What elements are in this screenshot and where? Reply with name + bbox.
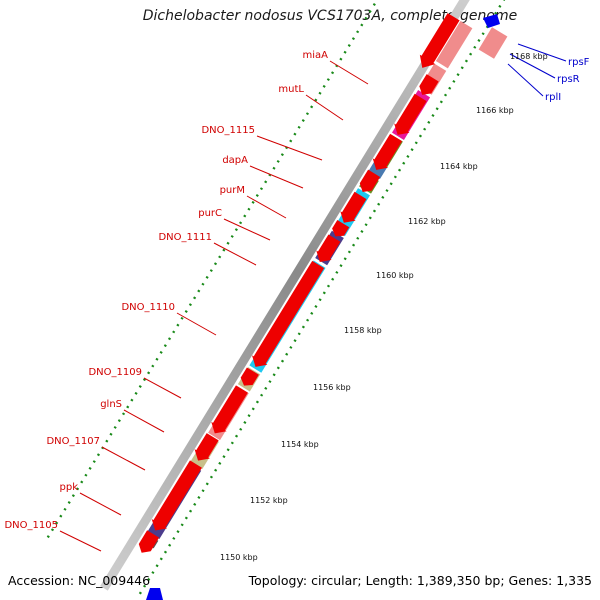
outer-dotted-ruler	[136, 0, 510, 598]
leader-line	[213, 242, 257, 266]
leader-line	[101, 446, 146, 471]
left-leader-lines	[59, 60, 369, 552]
leader-line	[176, 312, 217, 336]
leader-line	[223, 218, 271, 241]
gene-block-rps	[478, 27, 508, 59]
leader-line	[143, 377, 182, 399]
gene-arrow-7	[332, 219, 350, 237]
ruler-tick-label: 1150 kbp	[220, 553, 258, 562]
inner-dotted-ruler	[44, 0, 439, 542]
ruler-tick-label: 1160 kbp	[376, 271, 414, 280]
gene-label-glns: glnS	[100, 399, 122, 410]
gene-arrow-rps	[483, 14, 500, 28]
ruler-tick-labels: 1150 kbp 1152 kbp 1154 kbp 1156 kbp 1158 kbp…	[220, 52, 548, 562]
ruler-tick-label: 1166 kbp	[476, 106, 514, 115]
left-gene-labels: miaA mutL DNO_1115 dapA purM purC DNO_1111 DNO_…	[4, 50, 328, 531]
gene-label-purm: purM	[220, 185, 245, 196]
gene-arrow-4	[372, 133, 403, 170]
leader-line	[246, 195, 287, 219]
top-right-genes	[146, 14, 508, 600]
ruler-tick-label: 1158 kbp	[344, 326, 382, 335]
gene-block-pink-top	[435, 20, 473, 69]
right-gene-labels: rpsF rpsR rplI	[545, 57, 590, 103]
leader-line	[517, 43, 567, 62]
forward-strand-genes	[138, 13, 460, 553]
gene-label-dno-1107: DNO_1107	[46, 436, 100, 447]
leader-line	[123, 409, 165, 433]
leader-line	[256, 135, 323, 161]
accession-text: Accession: NC_009446	[8, 573, 151, 588]
gene-arrow-6	[340, 191, 367, 223]
gene-label-dapa: dapA	[222, 155, 248, 166]
gene-label-rpli: rplI	[545, 92, 561, 103]
gene-label-ppk: ppk	[60, 482, 79, 493]
leader-line	[249, 165, 304, 189]
gene-arrow-12	[194, 433, 219, 461]
gene-label-dno-1111: DNO_1111	[158, 232, 212, 243]
leader-line	[507, 63, 544, 97]
genome-title: Dichelobacter nodosus VCS1703A, complete…	[142, 8, 518, 24]
gene-arrow-1	[419, 13, 460, 68]
ruler-tick-label: 1152 kbp	[250, 496, 288, 505]
gene-arrow-13	[151, 460, 202, 531]
gene-arrow-5	[359, 169, 381, 193]
ruler-tick-label: 1156 kbp	[313, 383, 351, 392]
gene-arrow-11	[211, 385, 248, 434]
gene-label-purc: purC	[198, 208, 222, 219]
gene-arrow-9	[252, 260, 325, 367]
leader-line	[59, 530, 102, 552]
gene-label-miaa: miaA	[303, 50, 329, 61]
gene-arrow-3	[394, 93, 427, 135]
ruler-tick-label: 1154 kbp	[281, 440, 319, 449]
backbone-track	[100, 0, 495, 591]
gene-label-mutl: mutL	[278, 84, 304, 95]
gene-label-dno-1110: DNO_1110	[121, 302, 175, 313]
gene-label-dno-1105: DNO_1105	[4, 520, 58, 531]
gene-label-dno-1115: DNO_1115	[201, 125, 255, 136]
gene-arrow-14	[138, 530, 160, 553]
right-leader-lines	[507, 43, 567, 97]
leader-line	[79, 492, 122, 516]
leader-line	[329, 60, 369, 85]
topology-text: Topology: circular; Length: 1,389,350 bp…	[248, 573, 592, 588]
gene-arrow-bottom-blue	[146, 588, 163, 600]
ruler-tick-label: 1162 kbp	[408, 217, 446, 226]
ruler-tick-label: 1164 kbp	[440, 162, 478, 171]
genome-strand	[44, 0, 510, 598]
ruler-tick-label: 1168 kbp	[510, 52, 548, 61]
gene-arrow-10	[240, 367, 259, 386]
leader-line	[305, 94, 344, 121]
leader-line	[509, 53, 556, 79]
gene-label-rpsf: rpsF	[568, 57, 590, 68]
gene-arrow-2	[419, 74, 439, 95]
gene-label-dno-1109: DNO_1109	[88, 367, 142, 378]
gene-arrow-8	[316, 234, 341, 262]
gene-label-rpsr: rpsR	[557, 74, 580, 85]
